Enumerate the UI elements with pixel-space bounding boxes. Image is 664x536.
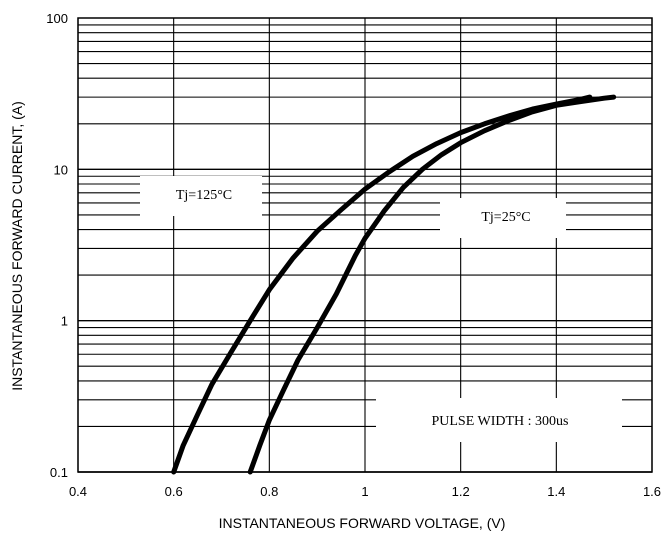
series-line-tj125 [171,94,593,475]
x-tick-label: 0.6 [165,484,183,499]
annotation-tj125: Tj=125°C [140,176,262,216]
y-tick-label: 0.1 [50,465,68,480]
y-tick-label: 1 [61,314,68,329]
x-tick-label: 1.2 [452,484,470,499]
tick-labels: 0.4 0.6 0.8 1 1.2 1.4 1.6 0.1 1 10 100 [46,11,661,499]
annotation-tj25-text: Tj=25°C [481,210,530,225]
annotation-pulse-width: PULSE WIDTH : 300us [376,398,622,442]
series-lines [171,94,617,475]
x-tick-label: 0.4 [69,484,87,499]
x-tick-label: 1 [361,484,368,499]
x-tick-label: 0.8 [260,484,278,499]
x-axis-label: INSTANTANEOUS FORWARD VOLTAGE, (V) [219,515,506,531]
y-tick-label: 100 [46,11,68,26]
annotation-tj25: Tj=25°C [440,198,566,238]
x-tick-label: 1.6 [643,484,661,499]
annotation-tj125-text: Tj=125°C [176,188,232,203]
plot-frame [77,17,653,473]
series-line-tj25 [247,94,617,475]
annotation-pulse-width-text: PULSE WIDTH : 300us [431,414,568,429]
y-tick-label: 10 [54,162,68,177]
y-axis-label: INSTANTANEOUS FORWARD CURRENT, (A) [9,101,25,391]
x-tick-label: 1.4 [547,484,565,499]
